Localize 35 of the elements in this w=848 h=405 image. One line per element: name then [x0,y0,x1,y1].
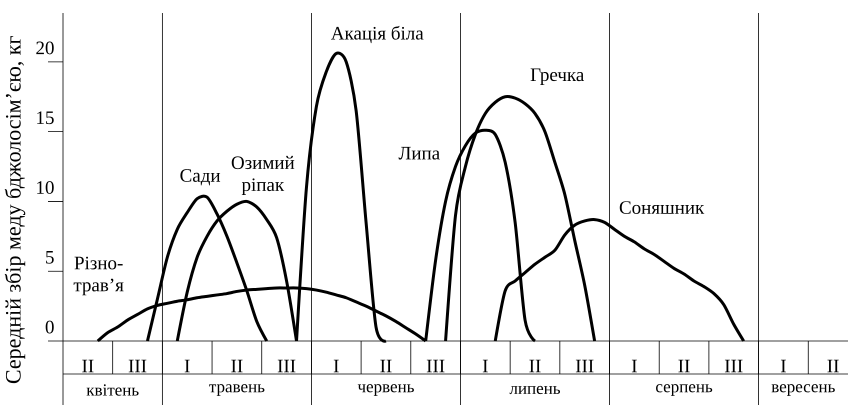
x-tick-label: I [334,360,339,372]
x-tick-label: II [231,360,243,372]
x-tick-label: I [632,360,637,372]
x-tick-label: II [529,360,541,372]
x-tick-label: II [82,360,94,372]
x-tick-label: III [724,360,743,372]
series-label: Гречка [530,68,584,85]
series-label: Соняшник [620,201,704,214]
x-tick-label: III [278,360,296,372]
legend-label: Різно-трав’я [74,256,124,296]
y-tick-label: 10 [37,181,54,194]
y-tick-label: 5 [46,251,54,264]
series-label: Липа [398,146,440,160]
text: вересень [772,384,835,396]
x-tick-label: II [380,360,392,372]
y-tick-label: 20 [36,42,54,54]
series-label: Озимий ріпак [232,156,294,195]
text: червень [358,384,414,396]
text: липень [510,386,560,394]
y-tick-label: 0 [46,320,54,334]
x-tick-label: I [482,360,488,372]
series-label: Акація біла [331,26,424,44]
y-axis-title: Середній збір меду бджолосім’єю, кг [4,36,26,384]
text: квітень [86,384,139,396]
text: серпень [656,384,712,396]
series-label: Сади [180,169,220,186]
y-tick-label: 15 [37,111,54,124]
x-tick-label: II [678,360,690,372]
x-tick-label: III [128,360,146,372]
x-tick-label: I [780,360,786,372]
x-tick-label: II [827,360,839,372]
x-tick-label: III [576,360,594,372]
text: травень [209,384,264,396]
x-tick-label: III [426,360,444,372]
x-tick-label: I [184,360,190,372]
